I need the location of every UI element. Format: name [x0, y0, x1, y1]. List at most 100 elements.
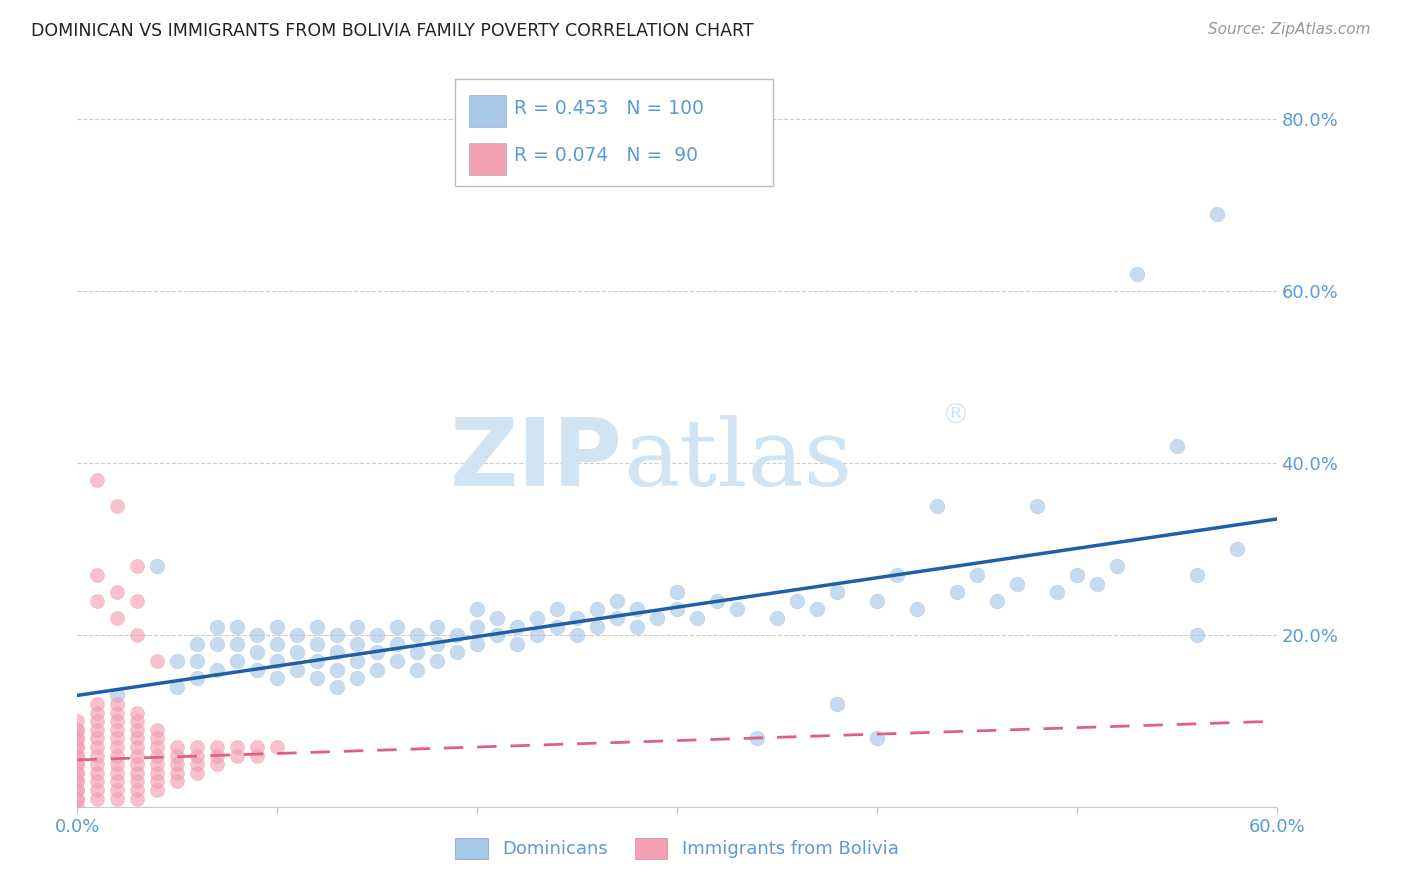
- Point: [66, 791, 89, 805]
- Point: [426, 619, 449, 633]
- Point: [546, 602, 568, 616]
- Point: [66, 739, 89, 754]
- Point: [346, 671, 368, 685]
- Point: [105, 748, 128, 763]
- Point: [186, 671, 208, 685]
- Point: [66, 800, 89, 814]
- Point: [127, 757, 149, 772]
- Point: [565, 611, 588, 625]
- Point: [725, 602, 748, 616]
- Point: [385, 637, 408, 651]
- Point: [986, 593, 1008, 607]
- Point: [1185, 568, 1208, 582]
- Point: [1226, 542, 1249, 557]
- Point: [86, 757, 108, 772]
- Point: [86, 791, 108, 805]
- Point: [127, 783, 149, 797]
- Point: [666, 602, 689, 616]
- Point: [786, 593, 808, 607]
- Point: [166, 774, 188, 789]
- Point: [285, 628, 308, 642]
- Point: [105, 765, 128, 780]
- Point: [285, 645, 308, 659]
- Point: [186, 654, 208, 668]
- Point: [626, 619, 648, 633]
- Point: [66, 739, 89, 754]
- Point: [326, 680, 349, 694]
- Point: [207, 637, 229, 651]
- Point: [105, 585, 128, 599]
- Point: [307, 619, 329, 633]
- Point: [127, 739, 149, 754]
- Point: [127, 714, 149, 729]
- Point: [207, 663, 229, 677]
- Point: [127, 628, 149, 642]
- Point: [266, 671, 288, 685]
- Text: Source: ZipAtlas.com: Source: ZipAtlas.com: [1208, 22, 1371, 37]
- Text: R = 0.453   N = 100: R = 0.453 N = 100: [515, 99, 704, 118]
- Point: [105, 611, 128, 625]
- Point: [1085, 576, 1108, 591]
- Point: [246, 628, 269, 642]
- Point: [105, 783, 128, 797]
- Point: [406, 663, 429, 677]
- Point: [105, 697, 128, 711]
- Text: DOMINICAN VS IMMIGRANTS FROM BOLIVIA FAMILY POVERTY CORRELATION CHART: DOMINICAN VS IMMIGRANTS FROM BOLIVIA FAM…: [31, 22, 754, 40]
- Point: [766, 611, 789, 625]
- Point: [86, 765, 108, 780]
- Point: [66, 783, 89, 797]
- Point: [127, 774, 149, 789]
- Point: [86, 568, 108, 582]
- Point: [285, 663, 308, 677]
- Point: [246, 739, 269, 754]
- Point: [266, 619, 288, 633]
- Point: [1025, 499, 1047, 513]
- Point: [966, 568, 988, 582]
- Point: [127, 765, 149, 780]
- Point: [146, 757, 169, 772]
- Point: [326, 645, 349, 659]
- Point: [207, 619, 229, 633]
- Point: [307, 671, 329, 685]
- Point: [127, 559, 149, 574]
- Point: [166, 765, 188, 780]
- Point: [166, 739, 188, 754]
- Point: [105, 706, 128, 720]
- Point: [586, 619, 609, 633]
- Point: [526, 611, 548, 625]
- Point: [86, 748, 108, 763]
- Point: [127, 731, 149, 746]
- Point: [806, 602, 828, 616]
- Point: [186, 748, 208, 763]
- Point: [146, 723, 169, 737]
- Point: [666, 585, 689, 599]
- Legend: Dominicans, Immigrants from Bolivia: Dominicans, Immigrants from Bolivia: [446, 829, 908, 868]
- Text: ZIP: ZIP: [450, 414, 623, 506]
- Point: [446, 628, 468, 642]
- Point: [226, 739, 249, 754]
- Point: [346, 619, 368, 633]
- Point: [105, 739, 128, 754]
- Point: [166, 757, 188, 772]
- Point: [686, 611, 709, 625]
- Point: [925, 499, 948, 513]
- Point: [146, 731, 169, 746]
- Point: [825, 585, 848, 599]
- Point: [626, 602, 648, 616]
- Point: [105, 757, 128, 772]
- Point: [127, 593, 149, 607]
- Point: [486, 628, 509, 642]
- Point: [127, 748, 149, 763]
- Point: [886, 568, 908, 582]
- Point: [66, 757, 89, 772]
- Point: [86, 714, 108, 729]
- Point: [1166, 439, 1188, 453]
- Point: [86, 774, 108, 789]
- Point: [226, 637, 249, 651]
- Point: [105, 723, 128, 737]
- Point: [226, 619, 249, 633]
- Point: [266, 637, 288, 651]
- Point: [426, 637, 449, 651]
- Point: [506, 619, 529, 633]
- Text: ®: ®: [941, 402, 969, 430]
